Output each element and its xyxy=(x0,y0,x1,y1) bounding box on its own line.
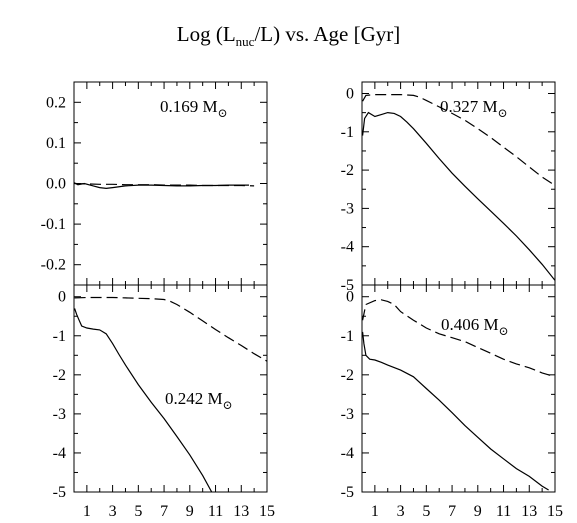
y-tick-label: -5 xyxy=(341,484,354,501)
mass-annotation-text: 0.242 M xyxy=(165,389,223,408)
mass-annotation-text: 0.327 M xyxy=(440,97,498,116)
mass-annotation: 0.242 M⊙ xyxy=(165,389,233,412)
x-tick-label: 5 xyxy=(422,503,430,520)
panel-frame xyxy=(361,284,556,493)
y-tick-label: -5 xyxy=(341,277,354,294)
title-prefix: Log (L xyxy=(176,22,236,46)
title-subscript: nuc xyxy=(235,34,255,50)
x-tick-label: 13 xyxy=(521,503,537,520)
mass-annotation-text: 0.406 M xyxy=(441,315,499,334)
y-tick-label: 0 xyxy=(58,289,66,306)
y-tick-label: -2 xyxy=(341,367,354,384)
y-tick-label: -4 xyxy=(53,445,66,462)
sun-symbol-icon: ⊙ xyxy=(499,324,509,338)
series-group xyxy=(74,296,267,492)
series-group xyxy=(362,93,555,281)
figure-title: Log (Lnuc/L) vs. Age [Gyr] xyxy=(0,22,577,50)
y-tick-label: -3 xyxy=(341,406,354,423)
mass-annotation: 0.327 M⊙ xyxy=(440,97,508,120)
x-tick-label: 9 xyxy=(474,503,482,520)
series-line-solid xyxy=(362,331,549,491)
y-tick-label: -1 xyxy=(341,328,354,345)
y-tick-label: -3 xyxy=(53,406,66,423)
mass-annotation-text: 0.169 M xyxy=(160,97,218,116)
x-tick-label: 15 xyxy=(547,503,563,520)
series-line-dashed xyxy=(362,299,555,378)
panel-top-left: 0.2 0.1 0.0 -0.1 -0.2 0.169 M⊙ xyxy=(41,81,268,286)
y-tick-label: -1 xyxy=(341,124,354,141)
panel-frame xyxy=(73,284,268,493)
title-suffix: /L) vs. Age [Gyr] xyxy=(254,22,401,46)
x-tick-label: 13 xyxy=(233,503,249,520)
y-tick-label: -2 xyxy=(53,367,66,384)
series-group xyxy=(74,182,255,190)
y-tick-label: -0.2 xyxy=(41,257,66,274)
x-tick-label: 7 xyxy=(160,503,168,520)
y-tick-label: 0.1 xyxy=(46,135,66,152)
x-tick-label: 5 xyxy=(134,503,142,520)
series-line-dashed xyxy=(362,93,555,186)
panel-bottom-left: 1 3 5 7 9 11 13 150-1-2-3-4-50.242 M⊙ xyxy=(53,284,275,520)
mass-annotation: 0.169 M⊙ xyxy=(160,97,228,120)
series-line-solid xyxy=(74,308,213,492)
y-tick-label: 0.0 xyxy=(46,176,66,193)
x-tick-label: 3 xyxy=(109,503,117,520)
x-tick-label: 11 xyxy=(208,503,223,520)
x-tick-label: 7 xyxy=(448,503,456,520)
y-tick-label: -4 xyxy=(341,445,354,462)
x-tick-label: 3 xyxy=(397,503,405,520)
y-tick-label: -2 xyxy=(341,162,354,179)
y-tick-label: 0.2 xyxy=(46,94,66,111)
x-tick-label: 1 xyxy=(371,503,379,520)
x-tick-label: 11 xyxy=(496,503,511,520)
mass-annotation: 0.406 M⊙ xyxy=(441,315,509,338)
x-tick-label: 1 xyxy=(83,503,91,520)
y-tick-label: 0 xyxy=(346,85,354,102)
x-tick-label: 15 xyxy=(259,503,275,520)
sun-symbol-icon: ⊙ xyxy=(218,106,228,120)
y-tick-label: -1 xyxy=(53,328,66,345)
y-tick-label: -5 xyxy=(53,484,66,501)
y-tick-label: -4 xyxy=(341,239,354,256)
series-line-solid xyxy=(362,111,555,281)
x-tick-label: 9 xyxy=(186,503,194,520)
series-group xyxy=(362,299,555,491)
y-tick-label: -3 xyxy=(341,200,354,217)
sun-symbol-icon: ⊙ xyxy=(223,398,233,412)
series-line-dashed xyxy=(74,296,267,362)
panel-top-right: 0 -1 -2 -3 -4 -5 0.327 M⊙ xyxy=(341,81,556,294)
series-line-dashed xyxy=(74,182,255,187)
y-tick-label: -0.1 xyxy=(41,216,66,233)
sun-symbol-icon: ⊙ xyxy=(498,106,508,120)
panel-bottom-right: 1 3 5 7 9 11 13 150-1-2-3-4-50.406 M⊙ xyxy=(341,284,563,520)
y-tick-label: 0 xyxy=(346,289,354,306)
